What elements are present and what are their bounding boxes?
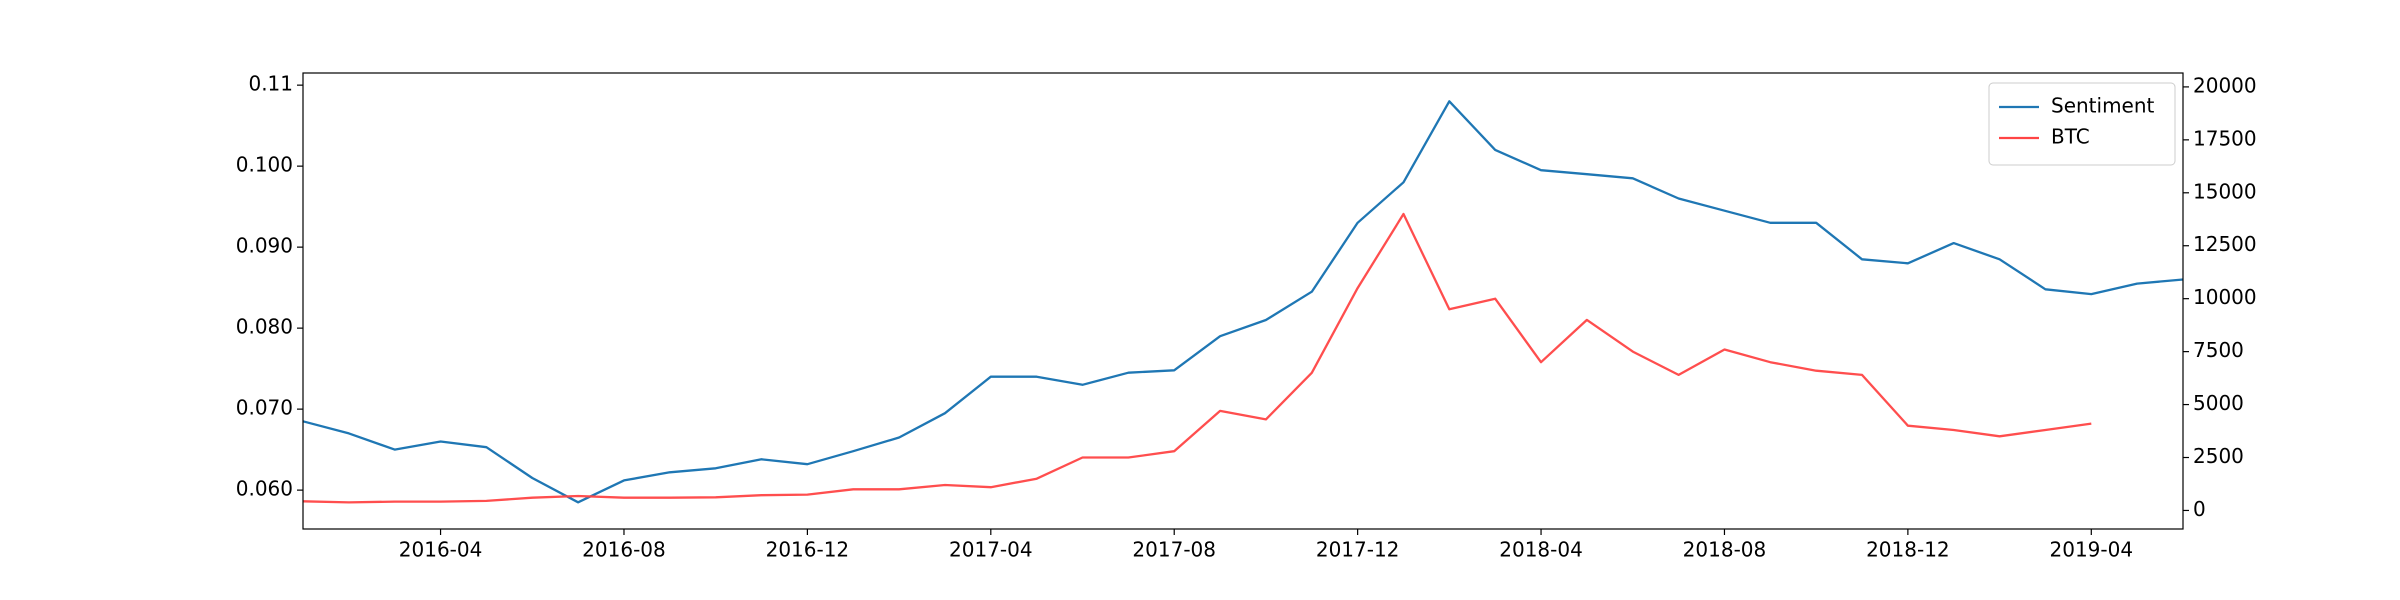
y2-tick-label: 10000 (2193, 285, 2257, 309)
y-tick-label: 0.11 (248, 72, 293, 96)
y2-tick-label: 15000 (2193, 179, 2257, 203)
y-tick-label: 0.060 (236, 477, 293, 501)
legend-label: Sentiment (2051, 94, 2155, 118)
plot-frame (302, 72, 2184, 530)
x-tick-label: 2016-04 (399, 538, 483, 562)
x-tick-label: 2017-12 (1316, 538, 1400, 562)
x-tick-label: 2019-04 (2050, 538, 2134, 562)
y2-tick-label: 5000 (2193, 391, 2244, 415)
x-tick-label: 2018-04 (1499, 538, 1583, 562)
y-tick-label: 0.100 (236, 153, 293, 177)
y2-tick-label: 7500 (2193, 338, 2244, 362)
x-tick-label: 2017-08 (1132, 538, 1216, 562)
x-tick-label: 2016-12 (766, 538, 850, 562)
legend-box (1988, 82, 2176, 166)
y2-tick-label: 12500 (2193, 232, 2257, 256)
y-tick-label: 0.070 (236, 396, 293, 420)
series-line (302, 212, 2092, 504)
y-tick-label: 0.080 (236, 315, 293, 339)
x-tick-label: 2018-12 (1866, 538, 1950, 562)
y2-tick-label: 0 (2193, 497, 2206, 521)
y-tick-label: 0.090 (236, 234, 293, 258)
y2-tick-label: 17500 (2193, 126, 2257, 150)
y2-tick-label: 20000 (2193, 73, 2257, 97)
y2-tick-label: 2500 (2193, 444, 2244, 468)
series-line (302, 100, 2184, 504)
x-tick-label: 2017-04 (949, 538, 1033, 562)
x-tick-label: 2018-08 (1683, 538, 1767, 562)
x-tick-label: 2016-08 (582, 538, 666, 562)
legend-label: BTC (2051, 125, 2090, 149)
